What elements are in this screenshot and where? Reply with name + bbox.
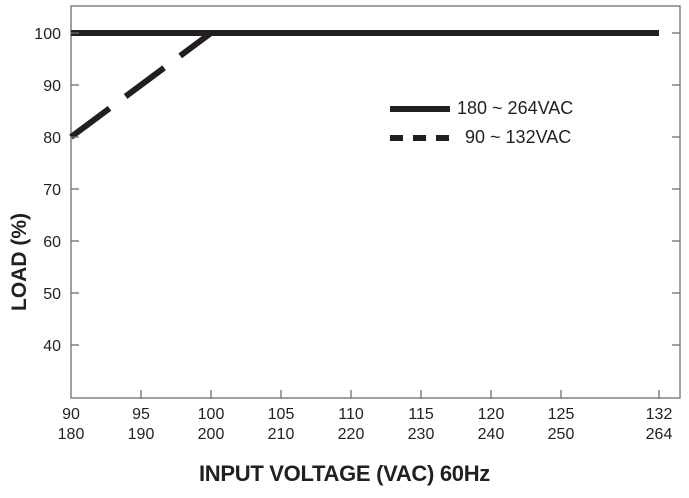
legend-solid-line-icon bbox=[390, 106, 450, 113]
x-tick-label-primary: 115 bbox=[408, 406, 434, 423]
x-tick-label-secondary: 220 bbox=[338, 426, 365, 443]
x-tick-label-primary: 132 bbox=[646, 406, 673, 423]
legend-item-dashed: 90 ~ 132VAC bbox=[390, 127, 571, 148]
plot-frame bbox=[70, 5, 681, 399]
x-tick-label-primary: 90 bbox=[62, 406, 80, 423]
legend-item-solid: 180 ~ 264VAC bbox=[390, 98, 573, 119]
x-tick-label-primary: 105 bbox=[268, 406, 295, 423]
y-tick-label: 50 bbox=[43, 286, 61, 303]
x-tick-label-secondary: 230 bbox=[408, 426, 435, 443]
x-tick-label-primary: 100 bbox=[198, 406, 225, 423]
x-tick-label-secondary: 200 bbox=[198, 426, 225, 443]
y-tick-label: 80 bbox=[43, 130, 61, 147]
x-tick-label-primary: 110 bbox=[338, 406, 364, 423]
data-lines bbox=[69, 30, 659, 140]
x-tick-label-secondary: 264 bbox=[646, 426, 673, 443]
x-tick-label-primary: 125 bbox=[548, 406, 575, 423]
x-tick-label-secondary: 240 bbox=[478, 426, 505, 443]
x-tick-label-secondary: 180 bbox=[58, 426, 85, 443]
plot-border bbox=[70, 5, 681, 399]
y-tick-label: 60 bbox=[43, 234, 61, 251]
x-tick-label-secondary: 210 bbox=[268, 426, 295, 443]
x-tick-label-primary: 95 bbox=[132, 406, 150, 423]
y-tick-label: 40 bbox=[43, 338, 61, 355]
y-tick-label: 90 bbox=[43, 78, 61, 95]
y-tick-label: 70 bbox=[43, 182, 61, 199]
x-axis-label: INPUT VOLTAGE (VAC) 60Hz bbox=[198, 461, 491, 486]
series-90-132vac bbox=[69, 30, 659, 140]
legend-solid-label: 180 ~ 264VAC bbox=[457, 98, 574, 118]
axis-ticks: 100 90 80 70 60 50 40 90 180 95 190 100 200 105 210 110… bbox=[34, 26, 680, 443]
y-tick-label: 100 bbox=[34, 26, 61, 43]
x-tick-label-secondary: 250 bbox=[548, 426, 575, 443]
x-tick-label-secondary: 190 bbox=[128, 426, 155, 443]
legend-dashed-line-icon bbox=[390, 135, 450, 142]
y-axis-label: LOAD (%) bbox=[8, 213, 31, 311]
legend-dashed-label: 90 ~ 132VAC bbox=[465, 127, 572, 147]
x-tick-label-primary: 120 bbox=[478, 406, 505, 423]
